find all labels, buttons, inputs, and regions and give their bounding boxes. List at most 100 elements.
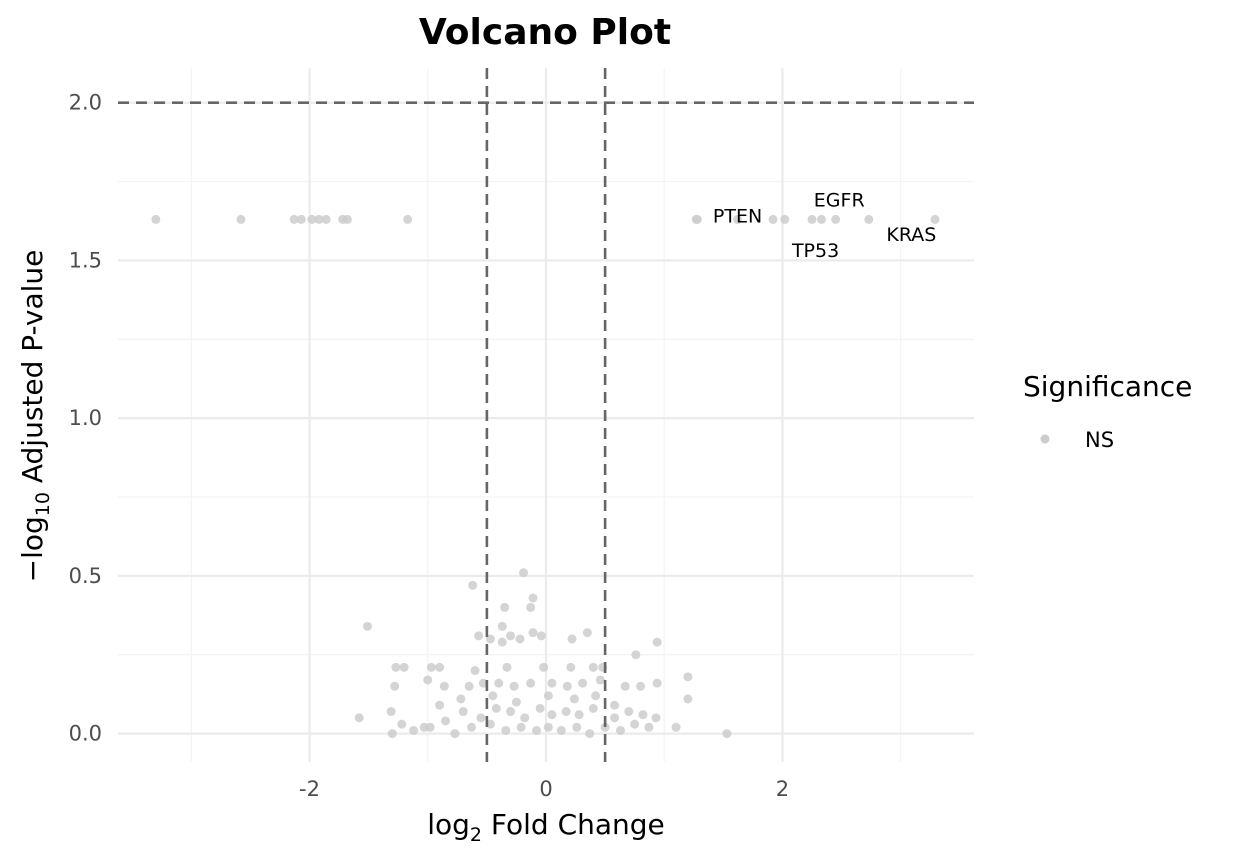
data-point [536,631,546,641]
data-point [636,681,646,691]
data-point [585,729,595,739]
data-point [574,710,584,720]
data-point [532,725,542,735]
gene-label: TP53 [791,240,839,262]
data-point [468,580,478,590]
data-point [391,662,401,672]
x-axis-label-text: Fold Change [482,808,665,841]
y-axis-label: −log10 Adjusted P-value [16,250,54,583]
data-point [362,621,372,631]
data-point [630,719,640,729]
data-point [307,214,317,224]
data-point [631,650,641,660]
data-point [511,697,521,707]
data-point [425,722,435,732]
x-axis-label-log: log [427,808,470,841]
data-point [354,713,364,723]
data-point [624,707,634,717]
data-point [671,722,681,732]
legend-key-ns [1040,434,1050,444]
x-axis-label-subscript: 2 [470,824,482,846]
data-point [450,729,460,739]
data-point [595,675,605,685]
major-gridlines-x [308,68,784,762]
data-point [567,634,577,644]
data-point [296,214,306,224]
data-point [578,678,588,688]
y-tick-labels: 0.0 0.5 1.0 1.5 2.0 [69,91,102,746]
data-point [236,214,246,224]
data-points [151,214,940,739]
data-point [500,602,510,612]
y-tick-label: 2.0 [69,91,102,115]
gene-label: PTEN [713,205,762,227]
y-axis-label-subscript: 10 [32,492,54,516]
data-point [566,662,576,672]
data-point [556,725,566,735]
y-tick-label: 0.5 [69,564,102,588]
chart-title: Volcano Plot [419,12,671,53]
data-point [439,681,449,691]
data-point [519,568,529,578]
x-tick-label: 2 [776,777,789,801]
data-point [572,722,582,732]
data-point [409,725,419,735]
data-point [569,694,579,704]
data-point [683,694,693,704]
data-point [600,722,610,732]
data-point [441,716,451,726]
data-point [470,666,480,676]
data-point [397,719,407,729]
data-point [547,710,557,720]
data-point [651,713,661,723]
data-point [692,214,702,224]
data-point [644,722,654,732]
data-point [502,662,512,672]
data-point [494,678,504,688]
data-point [488,691,498,701]
data-point [733,214,743,224]
data-point [535,703,545,713]
minor-gridlines-x [190,68,902,762]
data-point [423,675,433,685]
legend-label-ns: NS [1085,428,1114,452]
data-point [610,700,620,710]
data-point [543,691,553,701]
data-point [516,722,526,732]
y-axis-label-text: Adjusted P-value [16,250,49,492]
data-point [387,729,397,739]
data-point [526,678,536,688]
data-point [620,681,630,691]
data-point [506,631,516,641]
data-point [497,621,507,631]
data-point [528,593,538,603]
y-tick-label: 0.0 [69,722,102,746]
data-point [321,214,331,224]
threshold-lines [118,68,974,762]
data-point [562,681,572,691]
data-point [520,713,530,723]
y-tick-label: 1.5 [69,248,102,272]
gene-label: EGFR [814,189,865,211]
data-point [491,703,501,713]
data-point [386,707,396,717]
data-point [528,628,538,638]
data-point [467,722,477,732]
gene-label: KRAS [886,224,936,246]
data-point [476,713,486,723]
x-tick-labels: -2 0 2 [299,777,789,801]
data-point [591,691,601,701]
data-point [768,214,778,224]
data-point [864,214,874,224]
gene-labels: PTEN EGFR TP53 KRAS [713,189,936,261]
data-point [506,707,516,717]
data-point [722,729,732,739]
data-point [509,681,519,691]
data-point [526,602,536,612]
data-point [561,707,571,717]
major-gridlines-y [118,101,974,735]
data-point [588,662,598,672]
data-point [390,681,400,691]
data-point [474,631,484,641]
